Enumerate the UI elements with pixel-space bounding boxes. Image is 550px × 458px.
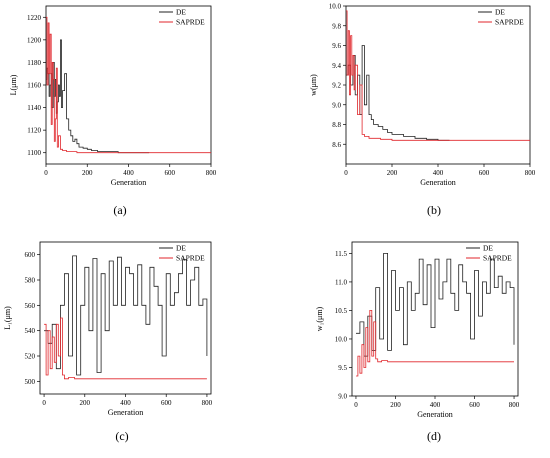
y-tick-label: 1160 [27, 82, 41, 90]
y-tick-label: 1140 [27, 104, 41, 112]
y-tick-label: 9.0 [338, 393, 347, 401]
y-tick-label: 9.2 [332, 82, 341, 90]
y-tick-label: 580 [25, 277, 36, 285]
y-axis-label: w(μm) [309, 74, 318, 96]
panel-b: 0 200 400 600 800 8.6 8.8 9.0 9.2 9.4 9.6 9.8 10.0 Ge… [309, 3, 536, 218]
x-tick-label: 400 [433, 169, 444, 177]
legend-label-de: DE [483, 244, 493, 253]
y-axis-label: L₁(μm) [3, 306, 12, 330]
x-tick-label: 800 [206, 169, 217, 177]
x-tick-label: 200 [80, 399, 91, 407]
y-tick-label: 540 [25, 327, 36, 335]
x-tick-label: 400 [430, 401, 441, 409]
panel-label: (b) [427, 203, 441, 217]
x-tick-label: 200 [387, 169, 398, 177]
y-tick-label: 1100 [27, 149, 41, 157]
y-tick-label: 10.0 [335, 335, 348, 343]
panel-label: (c) [115, 429, 128, 443]
legend-label-de: DE [495, 8, 505, 17]
y-tick-label: 560 [25, 302, 36, 310]
x-tick-label: 600 [469, 401, 480, 409]
series-line-saprde [346, 10, 530, 141]
y-tick-label: 11.5 [335, 250, 347, 258]
x-tick-label: 600 [479, 169, 490, 177]
y-tick-label: 500 [25, 378, 36, 386]
x-axis-label: Generation [111, 178, 147, 187]
x-axis-label: Generation [417, 410, 453, 419]
x-tick-label: 400 [123, 169, 134, 177]
series-line-de [346, 45, 450, 141]
series-line-de [44, 255, 208, 376]
legend-label-saprde: SAPRDE [495, 18, 524, 27]
y-tick-label: 10.0 [329, 3, 342, 11]
series-line-saprde [46, 16, 211, 154]
panel-label: (d) [427, 429, 441, 443]
x-tick-label: 200 [390, 401, 401, 409]
plot-frame [45, 5, 212, 165]
y-tick-label: 9.5 [338, 364, 347, 372]
y-tick-label: 9.4 [332, 62, 341, 70]
legend-label-de: DE [176, 8, 186, 17]
series-line-saprde [44, 317, 207, 380]
x-tick-label: 600 [165, 169, 176, 177]
y-tick-label: 10.5 [335, 307, 348, 315]
panel-d: 0 200 400 600 800 9.0 9.5 10.0 10.5 11.0 11.5 Gener… [315, 241, 520, 443]
y-tick-label: 9.6 [332, 42, 341, 50]
y-tick-label: 1180 [27, 59, 41, 67]
x-tick-label: 800 [202, 399, 213, 407]
x-axis-label: Generation [420, 178, 456, 187]
y-tick-label: 9.8 [332, 22, 341, 30]
series-line-saprde [356, 310, 514, 377]
plot-frame [39, 241, 212, 395]
panel-label: (a) [113, 203, 126, 217]
y-tick-label: 9.0 [332, 101, 341, 109]
x-tick-label: 0 [354, 401, 358, 409]
y-tick-label: 1220 [27, 14, 42, 22]
legend-label-saprde: SAPRDE [483, 254, 512, 263]
y-axis-label: w₁(μm) [315, 306, 324, 331]
series-line-de [46, 39, 150, 154]
x-tick-label: 800 [525, 169, 536, 177]
x-tick-label: 200 [82, 169, 93, 177]
x-tick-label: 0 [344, 169, 348, 177]
y-tick-label: 1120 [27, 127, 41, 135]
x-tick-label: 0 [42, 399, 46, 407]
x-tick-label: 400 [120, 399, 131, 407]
y-tick-label: 600 [25, 251, 36, 259]
x-tick-label: 600 [161, 399, 172, 407]
legend-label-saprde: SAPRDE [176, 254, 205, 263]
x-axis-label: Generation [108, 408, 144, 417]
legend-label-de: DE [176, 244, 186, 253]
x-tick-label: 0 [44, 169, 48, 177]
legend-label-saprde: SAPRDE [176, 18, 205, 27]
y-tick-label: 1200 [27, 36, 42, 44]
y-tick-label: 520 [25, 353, 36, 361]
x-tick-label: 800 [509, 401, 520, 409]
y-tick-label: 8.6 [332, 141, 341, 149]
y-tick-label: 8.8 [332, 121, 341, 129]
y-tick-label: 11.0 [335, 278, 347, 286]
y-axis-label: L(μm) [9, 74, 18, 95]
series-line-de [356, 253, 515, 357]
panel-a: 0 200 400 600 800 1100 1120 1140 1160 1180 1200 122… [9, 5, 217, 217]
panel-c: 0 200 400 600 800 500 520 540 560 580 600 Generatio… [3, 241, 213, 443]
